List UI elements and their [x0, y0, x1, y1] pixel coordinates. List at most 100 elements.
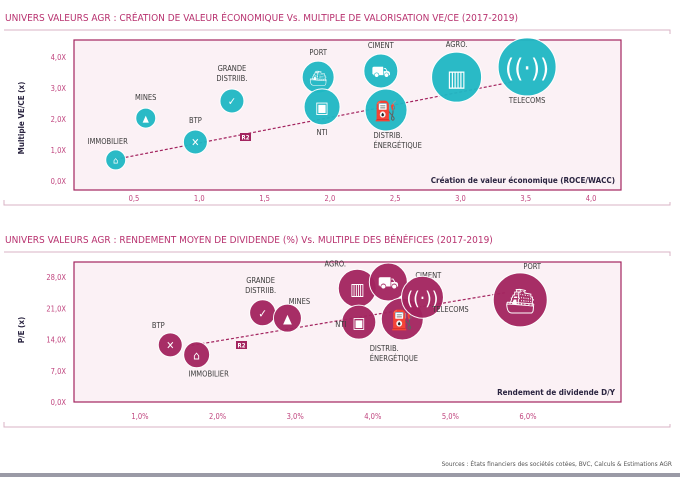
y-tick-label: 0,0X	[51, 398, 67, 407]
r2-badge-label: R2	[238, 343, 246, 350]
bubble-label: IMMOBILIER	[189, 370, 230, 379]
y-tick-label: 21,0X	[46, 304, 66, 313]
mine-helmet-icon: ▲	[283, 311, 292, 326]
y-tick-label: 14,0X	[46, 336, 66, 345]
x-tick-label: 4,0%	[364, 412, 382, 421]
bubble-label: PORT	[309, 48, 328, 57]
bubble-agro-: ▥ AGRO.	[324, 259, 377, 308]
x-tick-label: 3,5	[520, 194, 531, 203]
bubble-label: CIMENT	[368, 41, 395, 50]
bubble	[105, 149, 127, 171]
bubble-label: AGRO.	[446, 40, 468, 49]
bubble-label: DISTRIIB.	[216, 74, 247, 83]
chart2: 1,0% 2,0% 3,0% 4,0% 5,0% 6,0% 0,0X 7,0X 14,0X 21,…	[3, 251, 671, 428]
y-axis-label: Multiple VE/CE (x)	[17, 82, 26, 155]
x-tick-label: 4,0	[586, 194, 597, 203]
bubble	[183, 341, 211, 369]
bubble-nti: ▣ NTI	[335, 304, 377, 340]
y-tick-label: 3,0X	[51, 84, 67, 93]
bubble-label: IMMOBILIER	[88, 137, 129, 146]
tools-icon: ✕	[166, 339, 174, 352]
bubble	[364, 88, 408, 132]
chart1-title: UNIVERS VALEURS AGR : CRÉATION DE VALEUR…	[5, 11, 518, 24]
bubble-port: ⛴ PORT	[301, 48, 335, 94]
bubble	[157, 332, 183, 358]
bubble-telecoms: ((·))TELECOMS	[400, 275, 469, 319]
y-tick-label: 4,0X	[51, 53, 67, 62]
bubble-mines: ▲ MINES	[135, 93, 157, 129]
x-tick-label: 3,0%	[287, 412, 305, 421]
y-tick-label: 1,0X	[51, 146, 67, 155]
bubble	[400, 275, 444, 319]
bubble	[272, 303, 302, 333]
bubble-label: ÉNERGÉTIQUE	[373, 141, 421, 150]
r2-badge-label: R2	[242, 135, 250, 142]
tools-icon: ✕	[191, 136, 199, 149]
cart-icon: ✓	[258, 306, 267, 320]
cement-truck-icon: ⛟	[378, 274, 400, 294]
bubble	[219, 88, 245, 114]
bubble-label: NTI	[335, 320, 346, 329]
bubble-label: TELECOMS	[431, 305, 469, 314]
bubble-label: BTP	[152, 321, 165, 330]
bubble-btp: ✕ BTP	[182, 116, 208, 155]
chart2-title: UNIVERS VALEURS AGR : RENDEMENT MOYEN DE…	[5, 233, 493, 246]
bubble-label: GRANDE	[246, 276, 275, 285]
y-tick-label: 7,0X	[51, 367, 67, 376]
y-tick-label: 0,0X	[51, 177, 67, 186]
x-axis-label: Création de valeur économique (ROCE/WACC…	[431, 175, 615, 185]
bubble	[182, 129, 208, 155]
frame-bracket	[3, 29, 671, 206]
bubble-label: DISTRIB.	[370, 344, 399, 353]
bubble-label: BTP	[189, 116, 202, 125]
source-note: Sources : États financiers des sociétés …	[442, 459, 672, 468]
x-tick-label: 2,0%	[209, 412, 227, 421]
bubble	[341, 304, 377, 340]
bubble-ciment: ⛟ CIMENT	[363, 41, 399, 89]
bubble	[497, 37, 557, 97]
bubble-mines: ▲ MINES	[272, 297, 310, 333]
antenna-icon: ((·))	[505, 54, 549, 84]
bubble-label: ÉNERGÉTIQUE	[370, 354, 418, 363]
bubble-immobilier: ⌂ IMMOBILIER	[88, 137, 129, 171]
ship-icon: ⛴	[309, 70, 327, 87]
x-tick-label: 1,0	[194, 194, 205, 203]
chart1: 0,5 1,0 1,5 2,0 2,5 3,0 3,5 4,0 0,0X 1,0X 2,0X 3,0X…	[3, 29, 671, 206]
x-tick-label: 3,0	[455, 194, 466, 203]
bubble-label: DISTRIB.	[373, 131, 402, 140]
x-tick-label: 1,0%	[131, 412, 149, 421]
frame-bracket	[3, 251, 671, 428]
cart-icon: ✓	[228, 95, 236, 108]
x-tick-label: 0,5	[129, 194, 140, 203]
bubble	[303, 88, 341, 126]
bubble-label: MINES	[289, 297, 310, 306]
footer-bar	[0, 473, 680, 477]
r2-badge	[240, 133, 251, 141]
bubble-label: TELECOMS	[508, 96, 546, 105]
mine-helmet-icon: ▲	[143, 115, 150, 125]
bubble	[492, 272, 548, 328]
bubble-ciment: ⛟ CIMENT	[368, 262, 442, 302]
x-tick-label: 1,5	[259, 194, 270, 203]
bubble-label: CIMENT	[415, 271, 442, 280]
y-tick-label: 28,0X	[46, 273, 66, 282]
factory-icon: ▥	[350, 280, 365, 300]
bubble-label: DISTRIIB.	[245, 286, 276, 295]
factory-icon: ▥	[447, 66, 466, 92]
r2-badge	[236, 341, 247, 349]
bubble	[135, 107, 157, 129]
bubble-btp: ✕BTP	[152, 321, 183, 358]
bubble-port: ⛴ PORT	[492, 262, 548, 328]
bubble-agro-: ▥ AGRO.	[431, 40, 483, 103]
computer-icon: ▣	[352, 314, 365, 332]
fuel-pump-icon: ⛽	[391, 308, 415, 331]
computer-icon: ▣	[315, 98, 329, 117]
bubble-telecoms: ((·)) TELECOMS	[497, 37, 557, 105]
bubble-label: PORT	[523, 262, 542, 271]
x-tick-label: 5,0%	[442, 412, 460, 421]
house-icon: ⌂	[113, 156, 118, 166]
ship-icon: ⛴	[505, 286, 536, 315]
bubble	[363, 53, 399, 89]
